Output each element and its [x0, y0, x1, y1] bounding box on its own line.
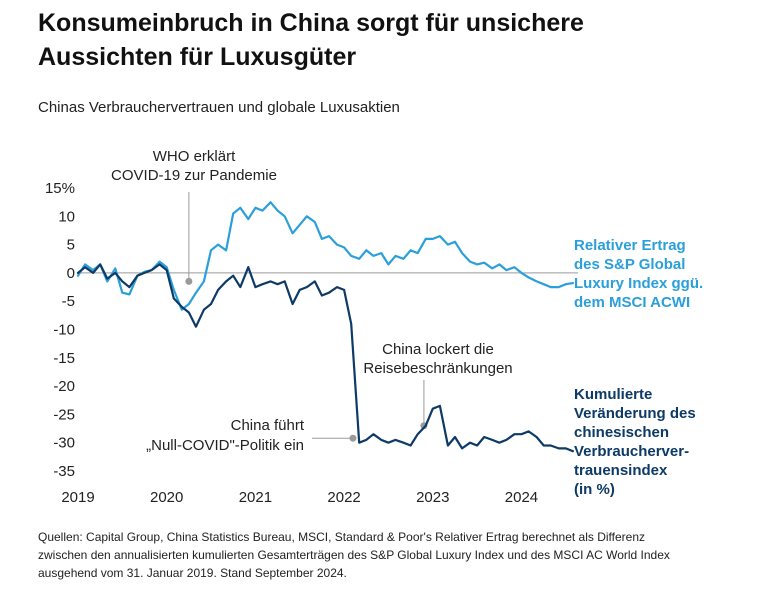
label-luxury-line-2: des S&P Global	[574, 256, 685, 273]
null-covid-dot	[349, 434, 357, 442]
chart-title: Konsumeinbruch in China sorgt für unsich…	[38, 6, 738, 74]
y-tick-label: 10	[58, 208, 75, 225]
y-tick-label: -10	[53, 322, 75, 339]
label-confidence-line-3: chinesischen	[574, 424, 669, 441]
title-line-1: Konsumeinbruch in China sorgt für unsich…	[38, 9, 584, 37]
y-tick-label: -30	[53, 435, 75, 452]
null-covid-line-1: China führt	[231, 417, 305, 434]
reopening-line-1: China lockert die	[382, 341, 494, 358]
x-tick-label: 2021	[239, 489, 272, 506]
title-line-2: Aussichten für Luxusgüter	[38, 43, 357, 71]
y-tick-label: -35	[53, 463, 75, 480]
x-tick-label: 2024	[505, 489, 538, 506]
y-tick-label: 0	[67, 265, 75, 282]
series-lines	[76, 201, 574, 453]
label-confidence-line-6: (in %)	[574, 481, 615, 498]
source-line-3: ausgehend vom 31. Januar 2019. Stand Sep…	[38, 566, 347, 580]
x-tick-label: 2022	[327, 489, 360, 506]
who-annotation-line-2: COVID-19 zur Pandemie	[111, 167, 277, 184]
y-axis-ticks: 15% 10 5 0 -5 -10 -15 -20 -25 -30 -35	[45, 180, 75, 480]
null-covid-line-2: „Null-COVID"-Politik ein	[146, 437, 304, 454]
source-line-1: Quellen: Capital Group, China Statistics…	[38, 530, 646, 544]
x-tick-label: 2020	[150, 489, 183, 506]
y-tick-label: 15%	[45, 180, 75, 197]
series-labels: Relativer Ertrag des S&P Global Luxury Ind…	[574, 237, 703, 498]
y-tick-label: -15	[53, 350, 75, 367]
y-tick-label: -25	[53, 406, 75, 423]
who-annotation-line-1: WHO erklärt	[153, 148, 236, 165]
x-tick-label: 2023	[416, 489, 449, 506]
label-luxury-line-1: Relativer Ertrag	[574, 237, 686, 254]
x-axis-ticks: 2019 2020 2021 2022 2023 2024	[61, 489, 538, 506]
series-line-consumer-confidence	[76, 263, 574, 453]
x-tick-label: 2019	[61, 489, 94, 506]
label-luxury-line-3: Luxury Index ggü.	[574, 275, 703, 292]
y-tick-label: 5	[67, 237, 75, 254]
annotations: WHO erklärt COVID-19 zur Pandemie China fü…	[111, 148, 513, 454]
line-chart: 15% 10 5 0 -5 -10 -15 -20 -25 -30 -35 2019 2020 2021…	[45, 148, 703, 506]
label-confidence-line-2: Veränderung des	[574, 405, 696, 422]
label-confidence-line-4: Verbraucherver-	[574, 443, 689, 460]
series-line-luxury-relative	[76, 201, 574, 311]
reopening-line-2: Reisebeschränkungen	[363, 360, 512, 377]
source-line-2: zwischen den annualisierten kumulierten …	[38, 548, 670, 562]
chart-subtitle: Chinas Verbrauchervertrauen und globale …	[38, 99, 400, 116]
source-note: Quellen: Capital Group, China Statistics…	[38, 528, 758, 582]
who-annotation-dot	[185, 277, 193, 285]
label-luxury-line-4: dem MSCI ACWI	[574, 294, 690, 311]
label-confidence-line-5: trauensindex	[574, 462, 668, 479]
y-tick-label: -20	[53, 378, 75, 395]
label-confidence-line-1: Kumulierte	[574, 386, 652, 403]
y-tick-label: -5	[62, 293, 75, 310]
